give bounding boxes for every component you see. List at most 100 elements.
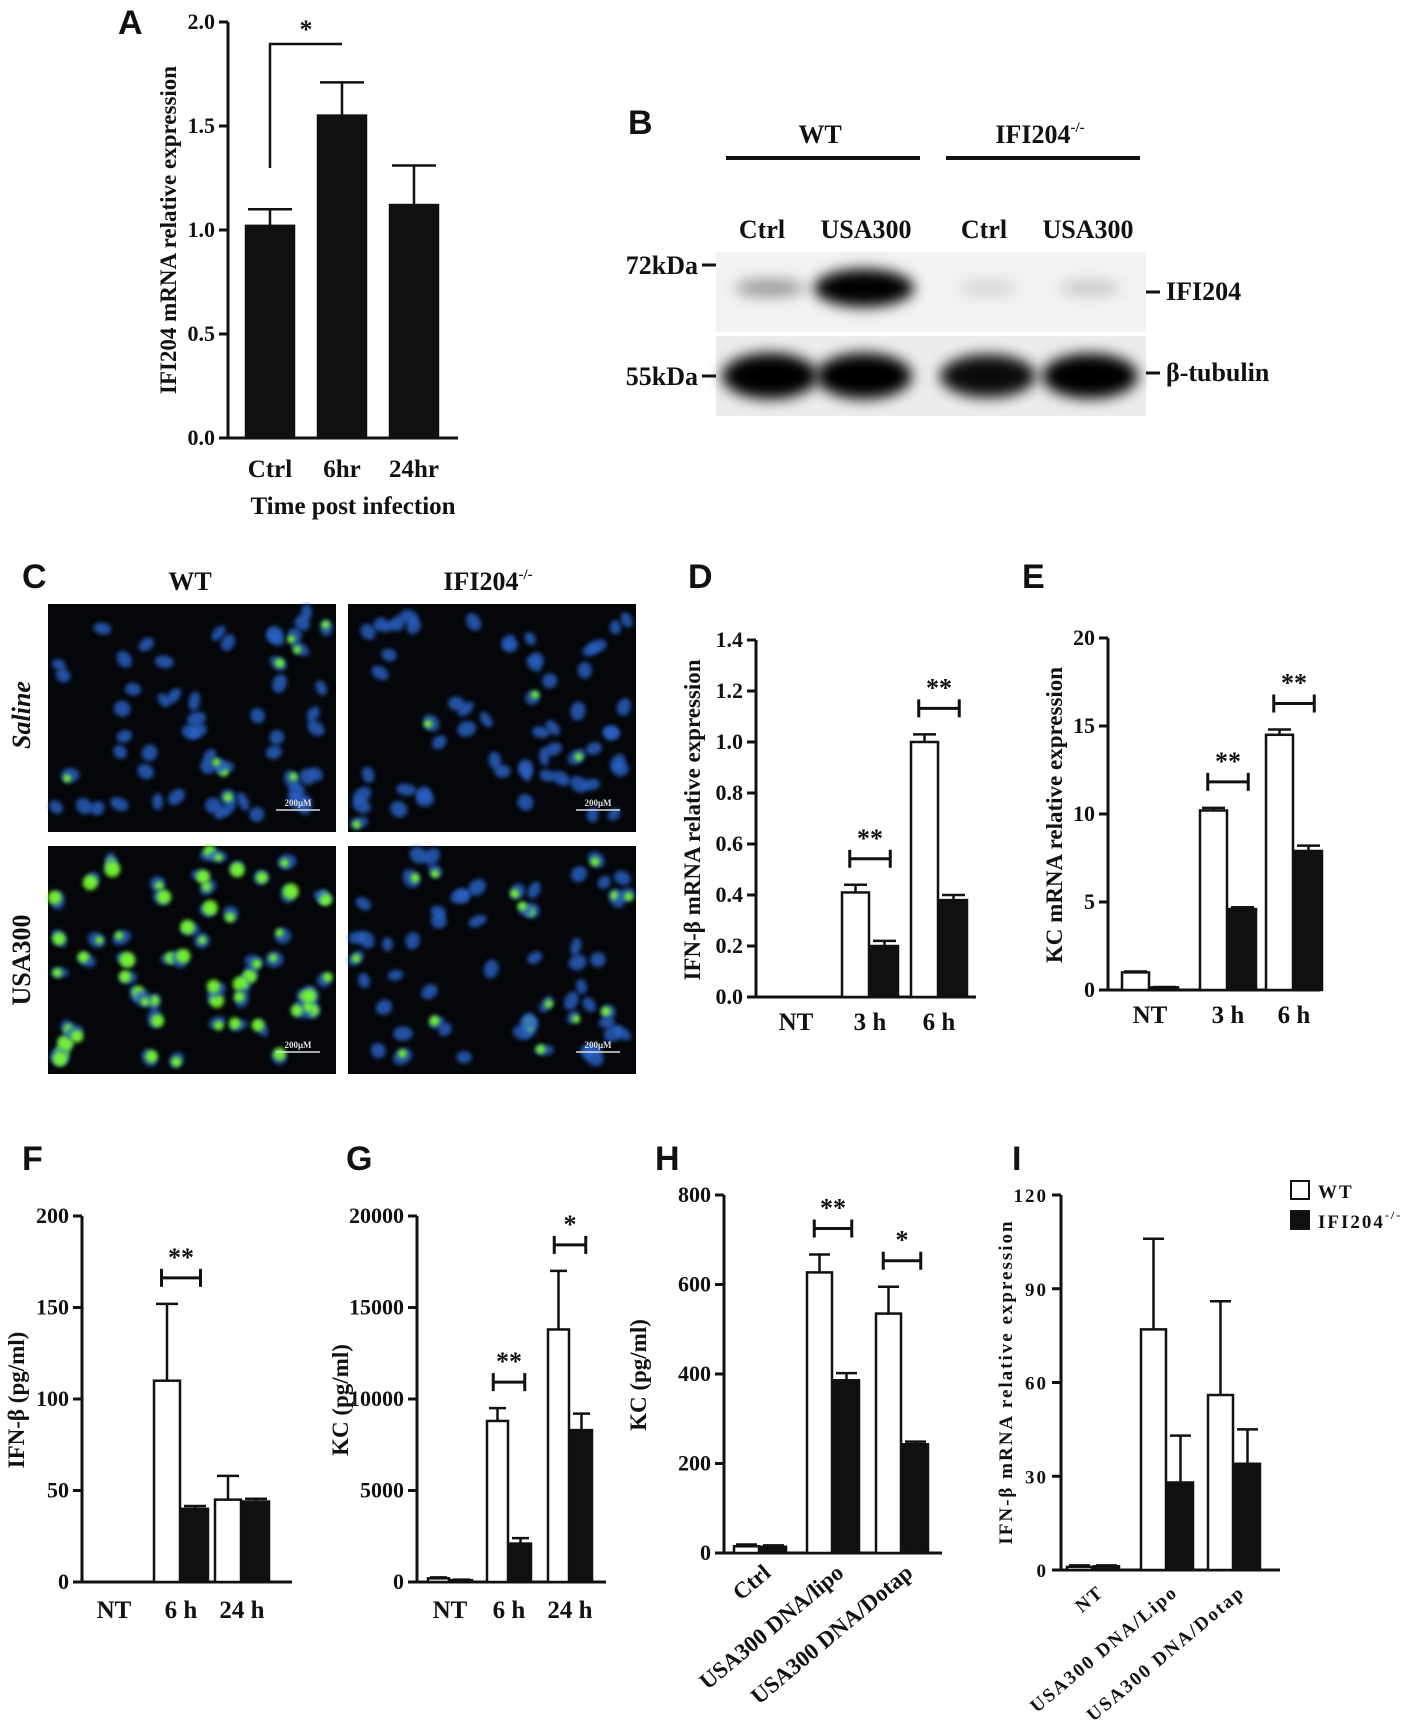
stain-spot [302,988,317,1003]
nucleus [90,801,105,816]
y-tick-label: 0.2 [716,933,744,958]
stain-spot [517,901,527,911]
y-tick-label: 0.8 [716,780,744,805]
y-tick-label: 1.2 [716,678,744,703]
bar [805,1271,834,1555]
nucleus [390,800,408,818]
stain-spot [151,1014,165,1028]
nucleus [221,634,235,652]
blot-group-wt: WT [798,120,841,149]
nucleus [564,991,579,1011]
western-blot: WT IFI204-/- Ctrl USA300 Ctrl USA300 72k… [626,120,1270,416]
stain-spot [430,869,440,879]
nucleus [137,763,154,780]
y-tick-label: 20 [1073,625,1095,650]
nucleus [113,700,131,717]
y-tick-label: 1.0 [716,729,744,754]
nucleus [211,625,226,641]
stain-spot [180,919,195,935]
stain-spot [510,888,520,899]
stain-spot [213,1020,224,1031]
nucleus [405,932,420,950]
nucleus [613,1025,631,1041]
nucleus [375,999,393,1015]
stain-spot [289,772,298,781]
band-tubulin [722,353,818,399]
band-tubulin [940,354,1036,398]
stain-spot [351,954,361,963]
nucleus [116,730,133,743]
nucleus [55,668,71,683]
nucleus [468,914,487,928]
band-label-tubulin: β-tubulin [1166,358,1270,387]
panel-letter-i: I [1012,1140,1021,1178]
y-axis-label: KC (pg/ml) [328,1344,353,1456]
nucleus [294,615,310,631]
y-tick-label: 0 [1084,977,1095,1002]
nucleus [269,730,285,745]
stain-spot [293,645,302,654]
stain-spot [290,1004,303,1017]
stain-spot [232,976,249,992]
nucleus [586,807,599,823]
nucleus [381,648,397,662]
nucleus [582,997,596,1012]
stain-spot [95,936,104,945]
stain-spot [82,875,98,891]
nucleus [527,881,541,899]
micro-panels: 200μM 200μM 200μM 200μM [47,604,636,1074]
nucleus [272,674,287,694]
blot-lane-2: USA300 [820,215,911,244]
stain-spot [275,928,284,937]
bar [180,1507,210,1584]
legend-swatch-wt [1290,1180,1310,1200]
nucleus [358,930,375,949]
nucleus [361,766,375,783]
nucleus [577,661,592,679]
nucleus [157,693,171,708]
nucleus [598,1017,615,1029]
bar [832,1379,861,1555]
bar [1293,849,1324,992]
x-tick-label: 6 h [493,1597,526,1624]
panel-letter-c: C [22,558,47,596]
nucleus [396,783,417,796]
stain-spot [154,881,164,891]
y-tick-label: 0 [58,1569,69,1594]
blot-lane-3: Ctrl [961,215,1007,244]
x-tick-label: 6 h [923,1009,956,1036]
chart-a: 0.0 0.5 1.0 1.5 2.0 IFI204 mRNA relative expr… [156,9,458,520]
stain-spot [256,871,268,884]
stain-spot [63,774,72,783]
bar [244,224,296,440]
nucleus [203,748,217,764]
nucleus [181,724,200,740]
nucleus [393,1026,413,1041]
stain-spot [52,967,62,978]
nucleus [513,1025,531,1040]
nucleus [576,978,587,995]
nucleus [370,1042,386,1059]
bar [901,1443,930,1555]
bar [938,898,969,999]
stain-spot [544,999,554,1009]
nucleus [603,725,619,741]
bar [316,114,368,440]
stain-spot [233,991,245,1003]
bar [1139,1328,1168,1572]
nucleus [423,848,441,865]
nucleus [539,747,550,766]
nucleus [355,897,371,911]
y-axis-label: IFN-β mRNA relative expression [996,1219,1017,1544]
x-tick-label: 6 h [165,1597,198,1624]
nucleus [154,655,174,669]
bar [241,1500,271,1584]
nucleus [570,937,582,956]
significance-label: ** [1215,747,1241,776]
stain-spot [601,1006,612,1017]
y-tick-label: 15 [1073,713,1095,738]
y-tick-label: 200 [36,1203,69,1228]
micro-row-usa300: USA300 [7,914,36,1005]
bar [426,1577,451,1584]
chart-i: 0 30 60 90 120 IFN-β mRNA relative expression… [996,1186,1280,1726]
